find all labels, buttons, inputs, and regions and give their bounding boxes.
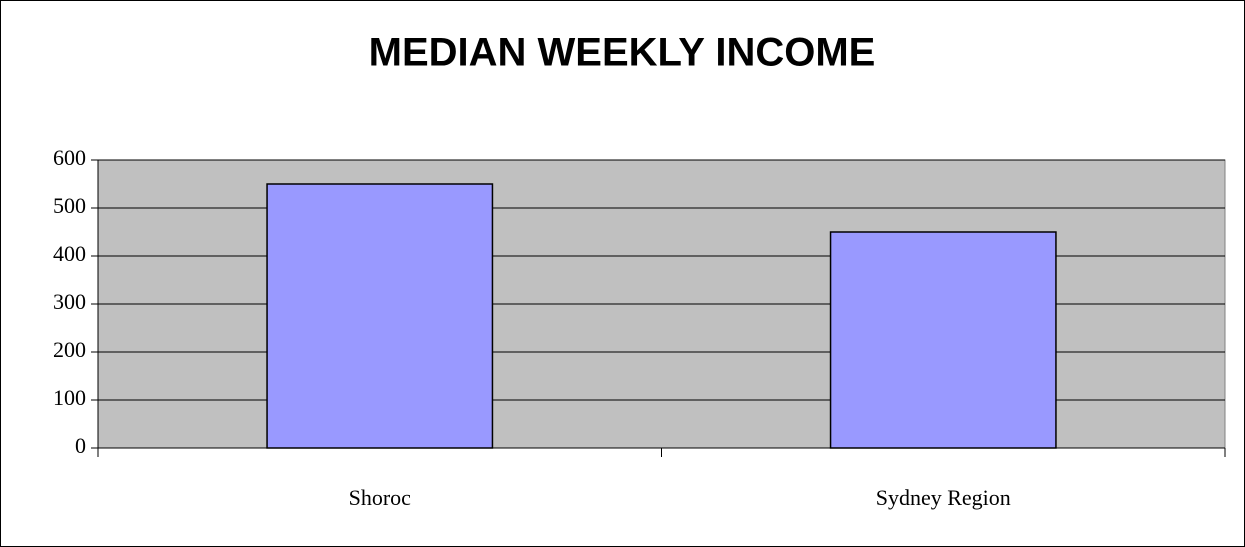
bar [266, 183, 494, 449]
x-tick-label: Sydney Region [876, 485, 1011, 510]
y-tick-label: 0 [75, 433, 86, 458]
y-tick-label: 200 [53, 337, 86, 362]
y-tick-label: 100 [53, 385, 86, 410]
y-tick-label: 400 [53, 241, 86, 266]
x-tick-label: Shoroc [349, 485, 412, 510]
chart-title: MEDIAN WEEKLY INCOME [369, 31, 876, 75]
y-tick-label: 600 [53, 145, 86, 170]
y-tick-label: 300 [53, 289, 86, 314]
y-tick-label: 500 [53, 193, 86, 218]
bar [829, 231, 1057, 449]
